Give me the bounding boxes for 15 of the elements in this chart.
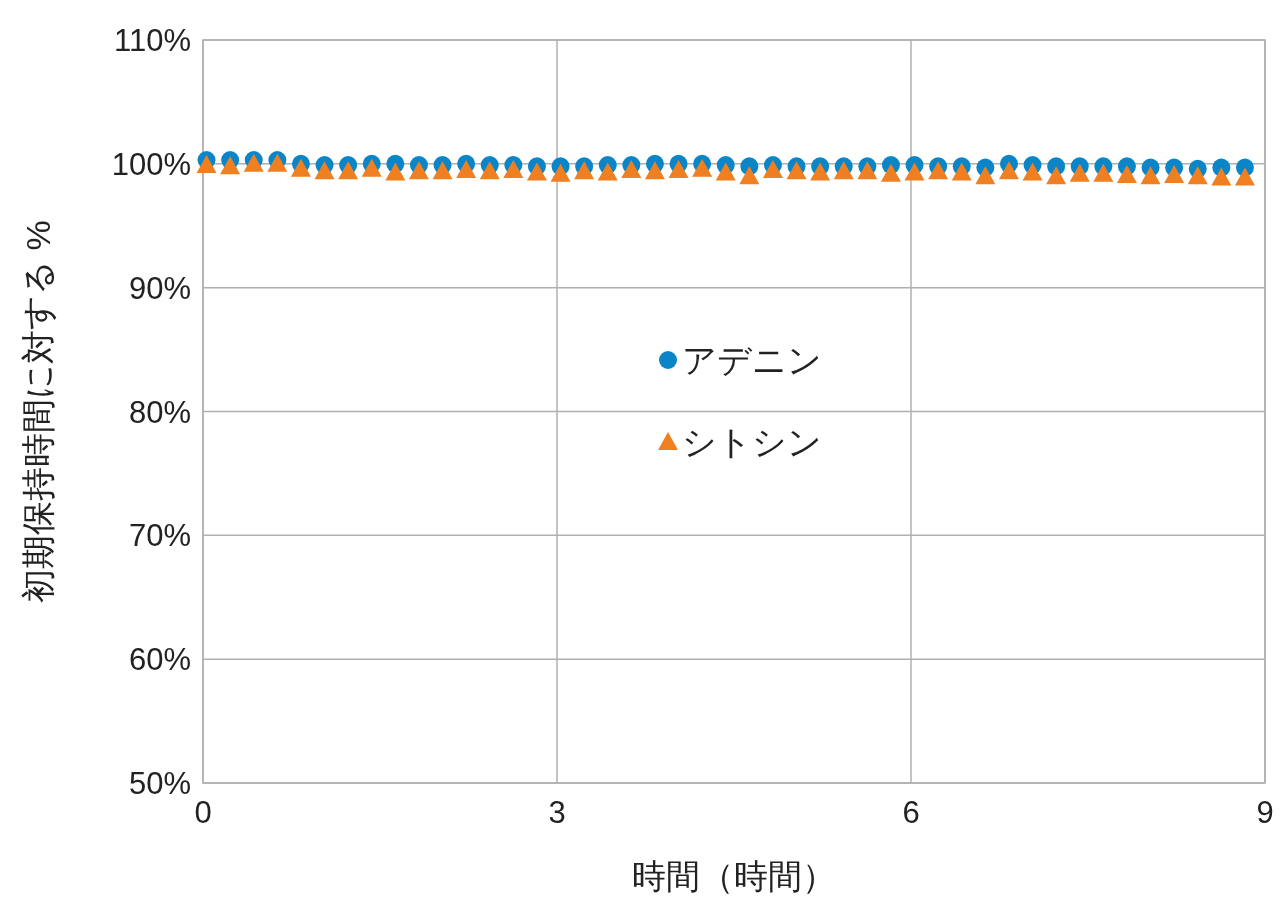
y-tick-label: 110% [114,23,191,58]
y-tick-label: 70% [128,518,191,554]
x-tick-label: 9 [1256,795,1274,830]
x-axis-title: 時間（時間） [632,857,836,895]
x-tick-label: 6 [902,795,920,830]
y-tick-label: 90% [128,270,191,306]
y-tick-label: 100% [111,146,191,182]
legend-item: アデニン [659,341,822,379]
x-tick-label: 0 [194,795,212,830]
x-tick-label: 3 [548,795,566,830]
y-tick-label: 80% [128,394,191,430]
y-tick-label: 50% [128,766,191,801]
y-tick-label: 60% [128,642,191,678]
legend-item: シトシン [658,423,822,461]
y-axis-title: 初期保持時間に対する % [19,220,57,603]
